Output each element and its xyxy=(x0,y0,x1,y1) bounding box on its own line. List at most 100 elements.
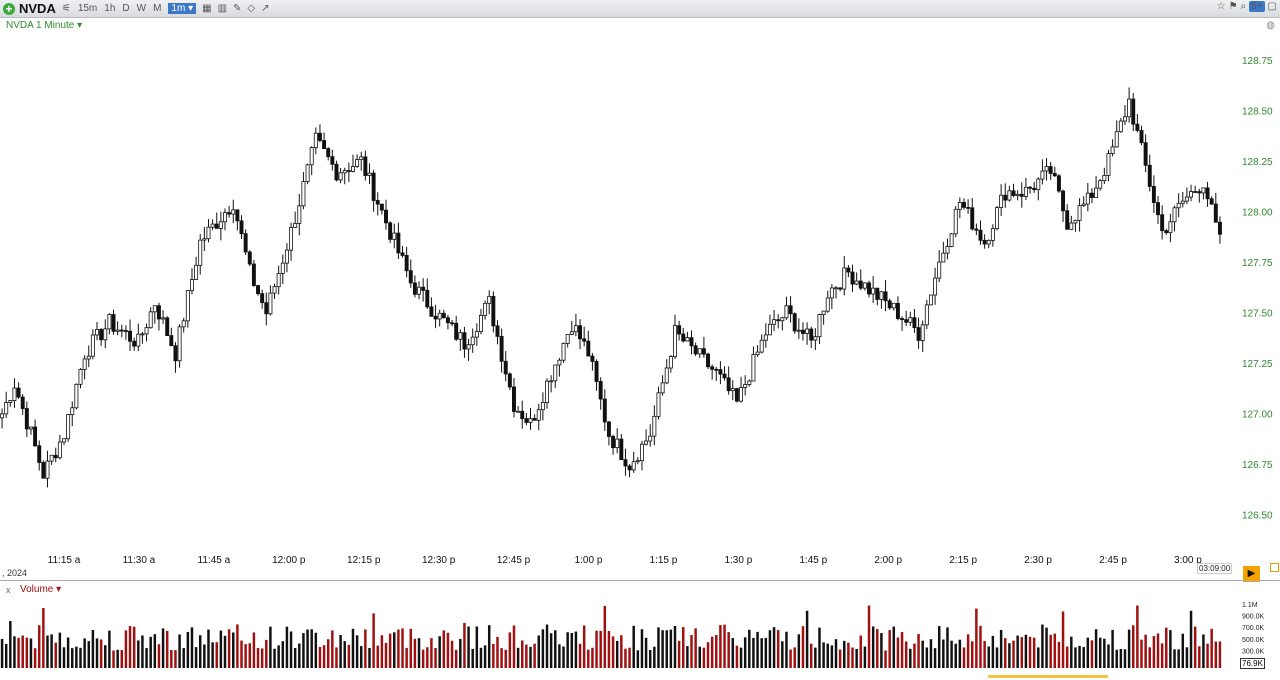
volume-bar xyxy=(904,641,908,668)
candle-up xyxy=(466,344,471,350)
layout-badge[interactable]: 5+ xyxy=(1249,1,1265,12)
volume-bar xyxy=(582,625,586,668)
refresh-icon[interactable]: ◍ xyxy=(1266,20,1275,31)
scroll-indicator[interactable] xyxy=(988,675,1108,678)
volume-title[interactable]: Volume ▾ xyxy=(20,584,62,595)
candle-up xyxy=(941,252,946,263)
interval-15m[interactable]: 15m xyxy=(77,3,98,14)
time-tick-label: 2:15 p xyxy=(949,555,977,566)
close-volume-icon[interactable]: x xyxy=(6,585,11,595)
volume-bar xyxy=(1086,637,1090,668)
interval-1h[interactable]: 1h xyxy=(104,3,116,14)
interval-selected[interactable]: 1m ▾ xyxy=(168,3,197,14)
candle-up xyxy=(1172,207,1177,223)
candle-up xyxy=(359,156,364,160)
candle-down xyxy=(970,207,975,230)
volume-bar xyxy=(723,624,726,668)
chart-title[interactable]: NVDA 1 Minute ▾ xyxy=(6,20,83,31)
volume-bar xyxy=(203,644,206,668)
volume-bar xyxy=(884,650,887,668)
volume-bar xyxy=(867,605,871,668)
volume-bar xyxy=(322,645,326,668)
volume-bar xyxy=(558,644,561,668)
candle-up xyxy=(990,228,995,241)
volume-bar xyxy=(289,631,293,668)
time-tick-label: 11:15 a xyxy=(48,555,81,566)
star-icon[interactable]: ☆ xyxy=(1216,1,1226,12)
share-icon[interactable]: ↗ xyxy=(261,3,270,14)
window-icon[interactable]: ▢ xyxy=(1267,1,1277,12)
volume-bar xyxy=(1156,633,1160,668)
candle-down xyxy=(722,373,727,379)
volume-tick-label: 300.0K xyxy=(1242,649,1265,656)
candle-up xyxy=(631,461,636,471)
volume-bar xyxy=(851,647,854,668)
candle-up xyxy=(474,331,479,338)
candle-down xyxy=(1052,173,1057,177)
corner-icon[interactable] xyxy=(1270,563,1279,572)
interval-w[interactable]: W xyxy=(136,3,147,14)
draw-icon[interactable]: ✎ xyxy=(233,3,242,14)
chart-type-icon[interactable]: ⚟ xyxy=(61,3,71,14)
volume-bar xyxy=(657,627,660,668)
candle-down xyxy=(334,163,339,181)
candle-down xyxy=(173,345,178,362)
candle-down xyxy=(611,436,616,449)
volume-bar xyxy=(929,639,933,668)
candle-down xyxy=(396,232,401,254)
volume-bar xyxy=(1185,647,1189,668)
candle-up xyxy=(908,317,913,323)
bars-icon[interactable]: ▥ xyxy=(217,3,228,14)
volume-bar xyxy=(669,629,673,668)
candle-down xyxy=(846,267,851,273)
symbol-label[interactable]: NVDA xyxy=(19,1,56,16)
candle-up xyxy=(1036,178,1041,191)
candle-down xyxy=(606,421,611,437)
pane-divider[interactable] xyxy=(0,580,1280,581)
volume-bar xyxy=(359,646,363,668)
candle-down xyxy=(982,239,987,245)
price-tick-label: 127.00 xyxy=(1242,410,1273,421)
candle-up xyxy=(86,355,91,360)
volume-bar xyxy=(962,647,966,668)
volume-bar xyxy=(1218,641,1222,668)
candle-up xyxy=(656,392,661,417)
candle-up xyxy=(1081,203,1086,207)
volume-bar xyxy=(112,650,115,668)
add-icon[interactable]: + xyxy=(3,2,15,15)
candle-up xyxy=(639,443,644,462)
candle-up xyxy=(1102,175,1107,182)
search-icon[interactable]: ⌕ xyxy=(1240,1,1247,12)
candle-down xyxy=(623,459,628,467)
candle-up xyxy=(573,325,578,333)
candle-up xyxy=(569,331,574,335)
candle-up xyxy=(417,286,421,295)
volume-bar xyxy=(999,629,1003,668)
candle-up xyxy=(218,221,223,229)
volume-bar xyxy=(521,640,524,668)
volume-bar xyxy=(933,648,937,668)
candle-down xyxy=(706,353,710,368)
interval-d[interactable]: D xyxy=(122,3,130,14)
tag-icon[interactable]: ⚑ xyxy=(1228,1,1238,12)
volume-bar xyxy=(1169,630,1172,668)
volume-bar xyxy=(834,639,838,668)
play-icon[interactable]: ▶ xyxy=(1243,566,1260,582)
time-tick-label: 3:00 p xyxy=(1174,555,1202,566)
volume-bar xyxy=(871,626,875,668)
time-tick-label: 1:45 p xyxy=(799,555,827,566)
volume-bar xyxy=(1111,629,1114,668)
volume-bar xyxy=(1078,645,1081,668)
volume-bar xyxy=(1041,624,1044,668)
candle-down xyxy=(681,333,686,342)
volume-bar xyxy=(970,641,974,668)
volume-bar xyxy=(611,636,615,668)
candle-down xyxy=(1205,187,1210,200)
candle-up xyxy=(528,418,533,423)
candle-down xyxy=(714,368,719,371)
candle-up xyxy=(673,325,677,358)
interval-m[interactable]: M xyxy=(153,3,162,14)
shapes-icon[interactable]: ◇ xyxy=(247,3,256,14)
indicator-icon[interactable]: ▦ xyxy=(202,3,212,14)
